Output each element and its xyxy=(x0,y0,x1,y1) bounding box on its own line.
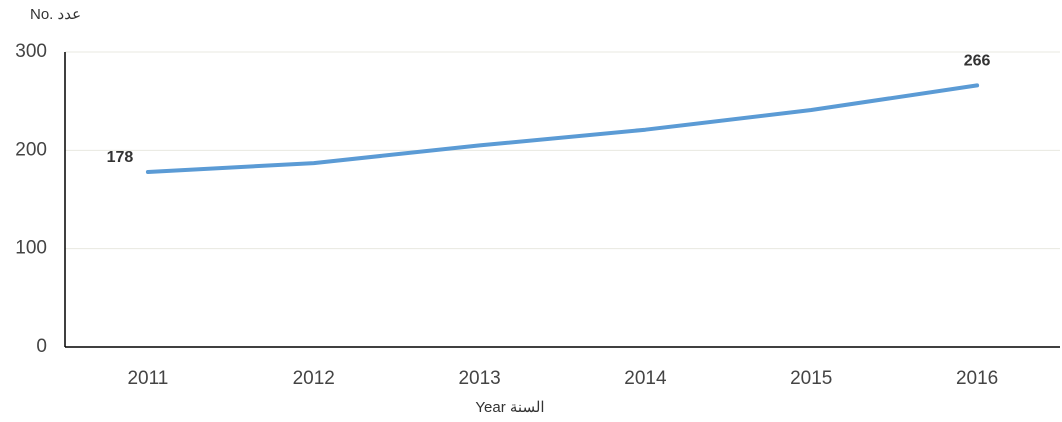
y-axis-title: No. عدد xyxy=(30,6,81,23)
y-tick-label: 200 xyxy=(15,139,47,160)
x-tick-label: 2016 xyxy=(956,368,998,389)
x-tick-label: 2011 xyxy=(127,368,168,389)
y-tick-label: 100 xyxy=(15,238,47,259)
x-tick-label: 2013 xyxy=(458,368,500,389)
x-tick-label: 2014 xyxy=(624,368,667,389)
y-tick-label: 300 xyxy=(15,41,47,62)
line xyxy=(145,83,980,174)
y-tick-label: 0 xyxy=(36,336,47,357)
data-label: 178 xyxy=(107,149,134,166)
data-label: 266 xyxy=(964,53,991,70)
x-axis-title: Year السنة xyxy=(475,399,544,416)
x-tick-label: 2015 xyxy=(790,368,832,389)
x-tick-label: 2012 xyxy=(293,368,335,389)
